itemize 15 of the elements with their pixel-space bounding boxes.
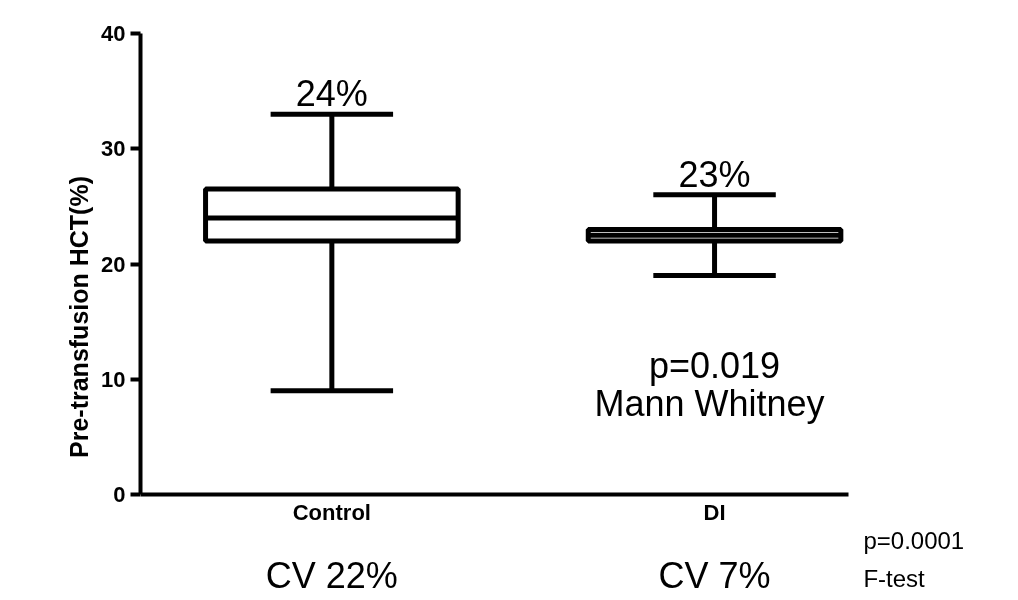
y-tick-label: 30 — [101, 136, 126, 162]
y-tick-label: 40 — [101, 21, 126, 46]
y-tick-label: 10 — [101, 366, 126, 392]
x-tick-label: Control — [292, 499, 371, 525]
y-tick-label: 20 — [101, 251, 126, 277]
text: F-test — [863, 565, 926, 593]
text: CV 22% — [265, 554, 398, 596]
annotation: p=0.019 — [648, 344, 781, 386]
annotation: 23% — [678, 153, 751, 195]
x-tick-label: DI — [703, 499, 726, 525]
annotation: 24% — [295, 73, 368, 115]
text: CV 7% — [658, 554, 771, 596]
y-axis-title: Pre-transfusion HCT(%) — [65, 176, 94, 458]
y-tick-label: 0 — [113, 482, 126, 507]
text: p=0.0001 — [863, 527, 965, 555]
